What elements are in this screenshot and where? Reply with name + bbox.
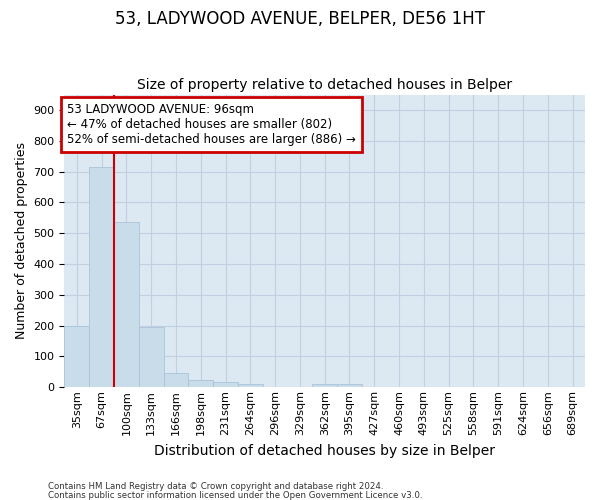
Bar [213,382,238,388]
Text: Contains public sector information licensed under the Open Government Licence v3: Contains public sector information licen… [48,490,422,500]
Bar [337,384,362,388]
Text: Contains HM Land Registry data © Crown copyright and database right 2024.: Contains HM Land Registry data © Crown c… [48,482,383,491]
Bar [188,380,213,388]
Bar [89,167,114,388]
Bar [313,384,337,388]
Bar [114,222,139,388]
Text: 53, LADYWOOD AVENUE, BELPER, DE56 1HT: 53, LADYWOOD AVENUE, BELPER, DE56 1HT [115,10,485,28]
Bar [64,326,89,388]
Bar [139,327,164,388]
Text: 53 LADYWOOD AVENUE: 96sqm
← 47% of detached houses are smaller (802)
52% of semi: 53 LADYWOOD AVENUE: 96sqm ← 47% of detac… [67,104,356,146]
X-axis label: Distribution of detached houses by size in Belper: Distribution of detached houses by size … [154,444,495,458]
Y-axis label: Number of detached properties: Number of detached properties [15,142,28,340]
Title: Size of property relative to detached houses in Belper: Size of property relative to detached ho… [137,78,512,92]
Bar [238,384,263,388]
Bar [164,374,188,388]
